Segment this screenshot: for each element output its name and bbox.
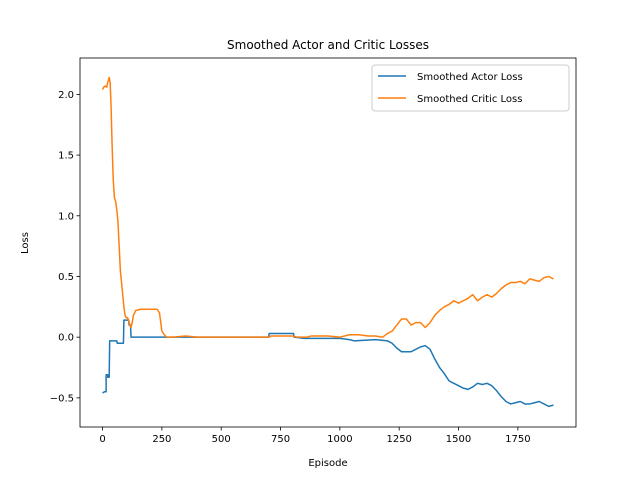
axes-frame (79, 57, 577, 428)
y-tick-label: 2.0 (58, 90, 74, 101)
series-layer (101, 76, 554, 408)
chart-title: Smoothed Actor and Critic Losses (227, 38, 429, 52)
x-tick-label: 1250 (386, 434, 411, 445)
x-tick-label: 500 (212, 434, 231, 445)
x-tick-label: 1750 (505, 434, 530, 445)
legend-label-critic-loss: Smoothed Critic Loss (417, 94, 522, 105)
y-tick-label: 0.5 (58, 272, 74, 283)
y-tick-label: 0.0 (58, 333, 74, 344)
legend-box (371, 64, 570, 112)
x-axis-ticks: 0 250 500 750 1000 1250 1500 1750 (99, 427, 531, 445)
y-axis-ticks: −0.5 0.0 0.5 1.0 1.5 2.0 (50, 90, 80, 404)
x-tick-label: 0 (99, 434, 105, 445)
x-tick-label: 1000 (327, 434, 352, 445)
plot-area (80, 58, 576, 427)
x-tick-label: 250 (152, 434, 171, 445)
legend-label-actor-loss: Smoothed Actor Loss (417, 72, 523, 83)
y-axis-label: Loss (20, 232, 31, 254)
y-tick-label: 1.5 (58, 151, 74, 162)
y-tick-label: 1.0 (58, 211, 74, 222)
legend: Smoothed Actor Loss Smoothed Critic Loss (371, 64, 570, 112)
y-tick-label: −0.5 (50, 393, 74, 404)
series-line-critic-loss (101, 76, 554, 338)
series-line-actor-loss (102, 319, 554, 408)
x-axis-label: Episode (308, 458, 347, 469)
x-tick-label: 750 (271, 434, 290, 445)
x-tick-label: 1500 (446, 434, 471, 445)
